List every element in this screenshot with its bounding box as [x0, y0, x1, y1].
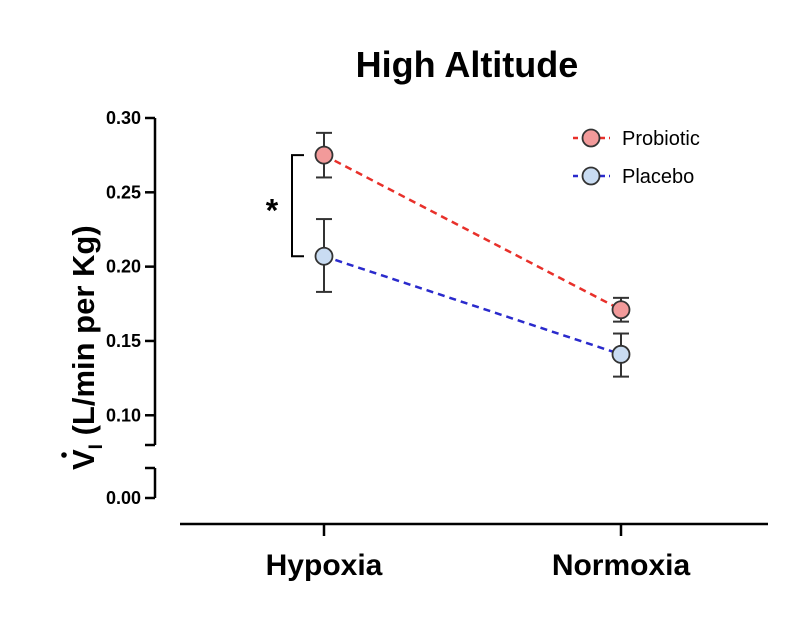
y-axis-label: VI (L/min per Kg) — [66, 225, 107, 470]
x-axis-categories: Hypoxia Normoxia — [266, 524, 691, 582]
data-point — [314, 145, 334, 165]
y-axis-label-subscript: I — [86, 444, 107, 449]
y-tick-label: 0.10 — [106, 405, 141, 425]
data-point — [314, 246, 334, 266]
data-point — [611, 344, 631, 364]
y-axis-label-dot — [61, 452, 67, 458]
y-axis-ticks: 0.30 0.25 0.20 0.15 0.10 0.00 — [106, 108, 155, 508]
svg-text:VI (L/min per Kg): VI (L/min per Kg) — [66, 225, 107, 470]
axes — [145, 118, 768, 526]
data-point — [611, 300, 631, 320]
bracket-line — [291, 154, 304, 258]
y-tick-label: 0.00 — [106, 488, 141, 508]
x-tick-label: Normoxia — [552, 549, 691, 582]
legend-label: Placebo — [622, 166, 694, 188]
series-line — [323, 255, 622, 356]
y-axis-label-units: (L/min per Kg) — [66, 225, 101, 444]
series-probiotic — [314, 131, 631, 323]
y-axis-label-main: V — [66, 449, 101, 470]
series-line — [323, 154, 622, 311]
significance-bracket: * — [266, 154, 304, 258]
significance-label: * — [266, 193, 279, 229]
y-tick-label: 0.15 — [106, 331, 141, 351]
data-series — [314, 131, 631, 378]
series-placebo — [314, 218, 631, 378]
legend-label: Probiotic — [622, 128, 700, 150]
x-tick-label: Hypoxia — [266, 549, 383, 582]
legend-marker — [581, 128, 601, 148]
y-tick-label: 0.20 — [106, 257, 141, 277]
y-tick-label: 0.30 — [106, 108, 141, 128]
legend-marker — [581, 166, 601, 186]
chart-title: High Altitude — [356, 44, 579, 85]
legend: Probiotic Placebo — [573, 128, 700, 188]
y-tick-label: 0.25 — [106, 182, 141, 202]
